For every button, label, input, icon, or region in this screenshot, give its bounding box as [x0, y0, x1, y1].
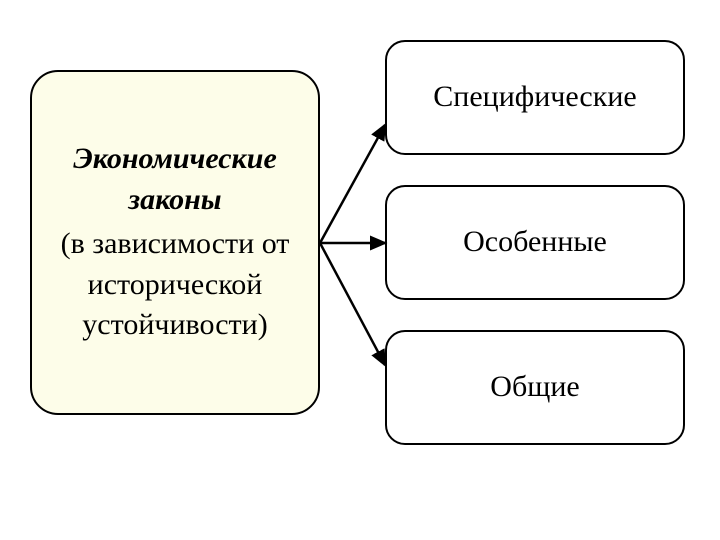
root-node-content: Экономические законы (в зависимости от и… [48, 139, 302, 346]
child-label: Общие [490, 367, 579, 408]
child-node-general: Общие [385, 330, 685, 445]
root-subtitle: (в зависимости от исторической устойчиво… [48, 224, 302, 346]
root-title-line2: законы [48, 180, 302, 221]
edge-arrow [320, 243, 385, 365]
child-node-specific: Специфические [385, 40, 685, 155]
edge-arrow [320, 125, 385, 243]
child-label: Особенные [463, 222, 607, 263]
child-node-special: Особенные [385, 185, 685, 300]
diagram-canvas: Экономические законы (в зависимости от и… [0, 0, 720, 540]
child-label: Специфические [433, 77, 636, 118]
root-node: Экономические законы (в зависимости от и… [30, 70, 320, 415]
root-title-line1: Экономические [48, 139, 302, 180]
